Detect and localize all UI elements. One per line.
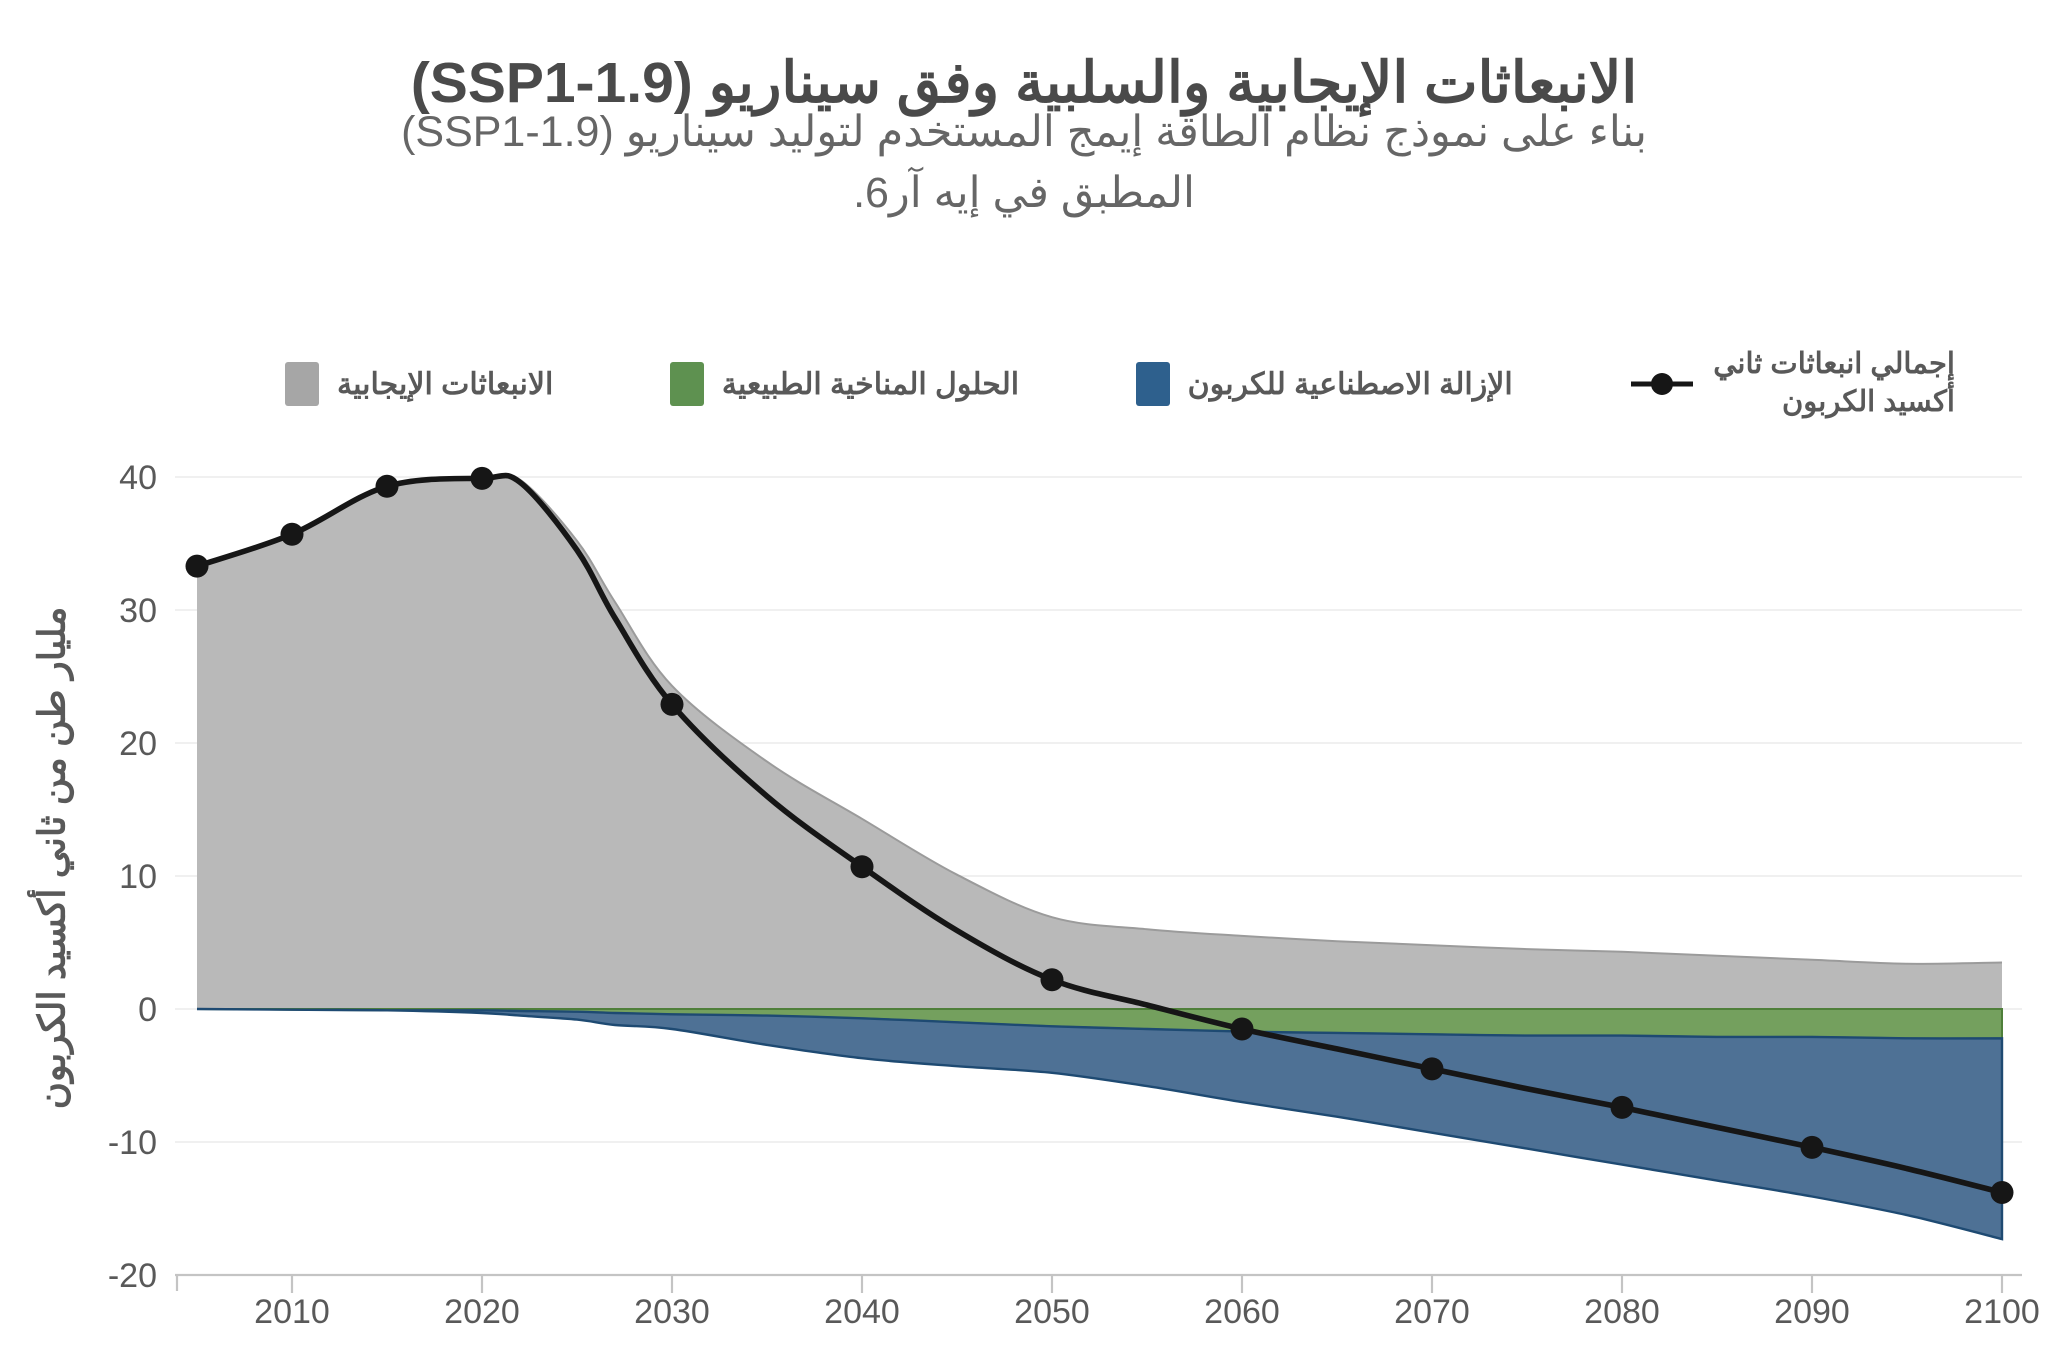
legend-item-artificial-carbon-removal: الإزالة الاصطناعية للكربون [1135, 362, 1513, 406]
area-positive-emissions [197, 473, 2002, 1009]
y-axis-title: مليار طن من ثاني أكسيد الكربون [31, 606, 73, 1110]
data-point-2080 [1610, 1095, 1634, 1119]
x-tick-label-2030: 2030 [634, 1293, 710, 1331]
x-tick-label-2080: 2080 [1584, 1293, 1660, 1331]
x-tick-label-2090: 2090 [1774, 1293, 1850, 1331]
data-point-2010 [280, 522, 304, 546]
x-tick-label-2050: 2050 [1014, 1293, 1090, 1331]
y-tick-label-10: 10 [119, 858, 157, 896]
chart-subtitle-line1: بناء على نموذج نظام الطاقة إيمج المستخدم… [401, 108, 1647, 156]
legend-label-total-emissions: إجمالي انبعاثات ثاني أكسيد الكربون [1713, 348, 1955, 418]
legend-label-positive-emissions: الانبعاثات الإيجابية [337, 367, 554, 401]
y-tick-label-20: 20 [119, 725, 157, 763]
data-point-2060 [1230, 1017, 1254, 1041]
legend-item-positive-emissions: الانبعاثات الإيجابية [285, 362, 553, 406]
x-tick-label-2020: 2020 [444, 1293, 520, 1331]
data-point-2015 [375, 474, 399, 498]
legend-label-artificial-carbon-removal: الإزالة الاصطناعية للكربون [1187, 367, 1513, 401]
green-swatch-icon [669, 362, 704, 406]
line-dot-marker-icon [1631, 373, 1694, 395]
y-tick-label-30: 30 [119, 592, 157, 630]
blue-swatch-icon [1135, 362, 1170, 406]
y-tick-label--20: -20 [108, 1257, 157, 1295]
data-point-2090 [1800, 1135, 1824, 1159]
x-tick-label-2070: 2070 [1394, 1293, 1470, 1331]
data-point-2050 [1040, 968, 1064, 992]
data-point-2040 [850, 855, 874, 879]
data-point-2030 [660, 692, 684, 716]
chart-subtitle-line2: المطبق في إيه آر6. [853, 169, 1195, 218]
data-point-2020 [470, 466, 494, 490]
legend: إجمالي انبعاثات ثاني أكسيد الكربون الإزا… [285, 336, 1955, 432]
gray-swatch-icon [285, 362, 320, 406]
chart-subtitle: بناء على نموذج نظام الطاقة إيمج المستخدم… [0, 102, 2048, 224]
x-tick-label-2010: 2010 [254, 1293, 330, 1331]
y-tick-label-40: 40 [119, 459, 157, 497]
chart-area: -20 -10 0 10 20 30 40 2010 2020 2030 2040 2050 2060 2… [0, 430, 2048, 1365]
x-tick-label-2040: 2040 [824, 1293, 900, 1331]
legend-label-natural-climate-solutions: الحلول المناخية الطبيعية [721, 367, 1020, 401]
data-point-2100 [1990, 1181, 2014, 1205]
x-tick-label-2100: 2100 [1964, 1293, 2040, 1331]
chart-title: الانبعاثات الإيجابية والسلبية وفق سيناري… [410, 51, 1638, 116]
net-emissions-line [194, 472, 2005, 1196]
data-point-2005 [185, 554, 209, 578]
legend-item-natural-climate-solutions: الحلول المناخية الطبيعية [669, 362, 1020, 406]
x-tick-label-2060: 2060 [1204, 1293, 1280, 1331]
area-engineered-carbon-removal [196, 1007, 2004, 1241]
y-tick-label--10: -10 [108, 1124, 157, 1162]
y-tick-label-0: 0 [138, 991, 157, 1029]
data-point-2070 [1420, 1057, 1444, 1081]
legend-item-total-emissions: إجمالي انبعاثات ثاني أكسيد الكربون [1629, 346, 1955, 421]
